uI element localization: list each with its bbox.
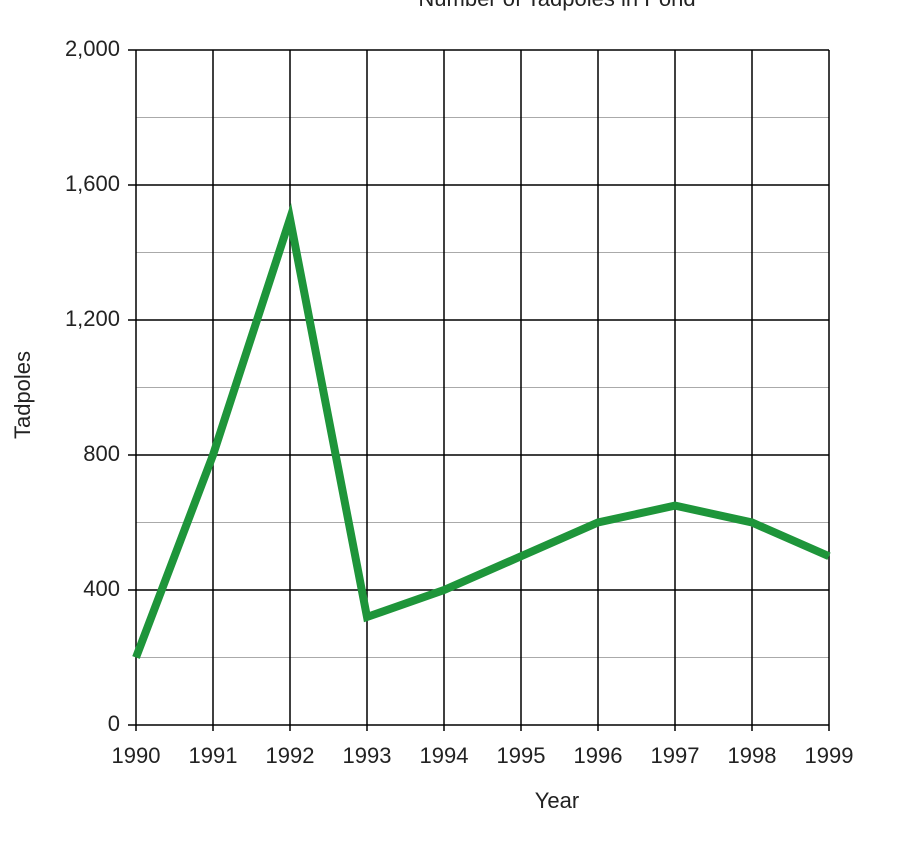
x-tick-label: 1998 xyxy=(728,743,777,768)
x-tick-label: 1990 xyxy=(112,743,161,768)
y-axis-label: Tadpoles xyxy=(10,351,35,439)
x-tick-label: 1993 xyxy=(343,743,392,768)
y-tick-label: 400 xyxy=(83,576,120,601)
chart-title: Number of Tadpoles in Pond xyxy=(418,0,695,11)
x-tick-label: 1997 xyxy=(651,743,700,768)
y-tick-label: 800 xyxy=(83,441,120,466)
x-tick-label: 1999 xyxy=(805,743,854,768)
x-tick-label: 1992 xyxy=(266,743,315,768)
x-tick-label: 1991 xyxy=(189,743,238,768)
x-axis-label: Year xyxy=(535,788,579,813)
y-tick-label: 1,200 xyxy=(65,306,120,331)
y-tick-label: 1,600 xyxy=(65,171,120,196)
data-line xyxy=(132,202,831,659)
x-tick-label: 1995 xyxy=(497,743,546,768)
y-tick-label: 0 xyxy=(108,711,120,736)
y-tick-label: 2,000 xyxy=(65,36,120,61)
x-tick-label: 1996 xyxy=(574,743,623,768)
x-tick-label: 1994 xyxy=(420,743,469,768)
